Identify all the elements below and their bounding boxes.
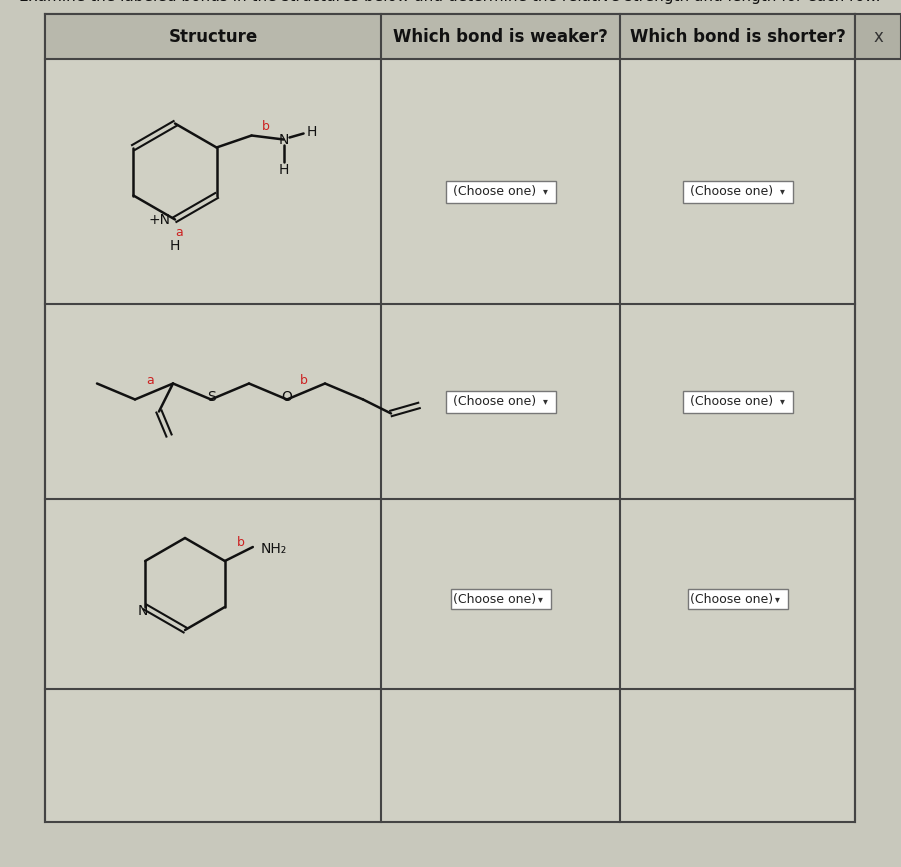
Bar [45,14,855,822]
Bar [687,589,787,609]
Text: ▾: ▾ [538,594,543,604]
Bar [682,180,793,203]
Text: N: N [138,604,149,618]
Text: Which bond is weaker?: Which bond is weaker? [393,28,608,45]
Text: b: b [300,374,308,387]
Text: (Choose one): (Choose one) [453,592,536,605]
Text: (Choose one): (Choose one) [453,395,536,408]
Text: Structure: Structure [168,28,258,45]
Text: Which bond is shorter?: Which bond is shorter? [630,28,845,45]
Text: Examine the labeled bonds in the structures below and determine the relative str: Examine the labeled bonds in the structu… [19,0,881,4]
Text: a: a [175,226,183,239]
Text: b: b [237,536,245,549]
Bar [682,390,793,413]
Text: H: H [278,162,288,177]
Bar [450,589,551,609]
Text: (Choose one): (Choose one) [690,395,773,408]
Bar [445,180,556,203]
Text: x: x [873,28,883,45]
Text: NH₂: NH₂ [260,542,287,556]
Text: H: H [306,125,317,139]
Text: N: N [278,133,288,147]
Text: (Choose one): (Choose one) [690,185,773,198]
Text: b: b [261,120,269,133]
Text: H: H [169,238,180,252]
Text: (Choose one): (Choose one) [690,592,773,605]
Text: ▾: ▾ [543,186,548,197]
Bar [45,14,855,59]
Bar [445,390,556,413]
Bar [855,14,901,59]
Text: a: a [146,374,154,387]
Text: ▾: ▾ [780,186,785,197]
Text: (Choose one): (Choose one) [453,185,536,198]
Text: ▾: ▾ [543,396,548,407]
Text: O: O [281,390,293,405]
Text: +N: +N [149,212,171,226]
Text: S: S [206,390,215,405]
Text: ▾: ▾ [780,396,785,407]
Text: ▾: ▾ [775,594,780,604]
